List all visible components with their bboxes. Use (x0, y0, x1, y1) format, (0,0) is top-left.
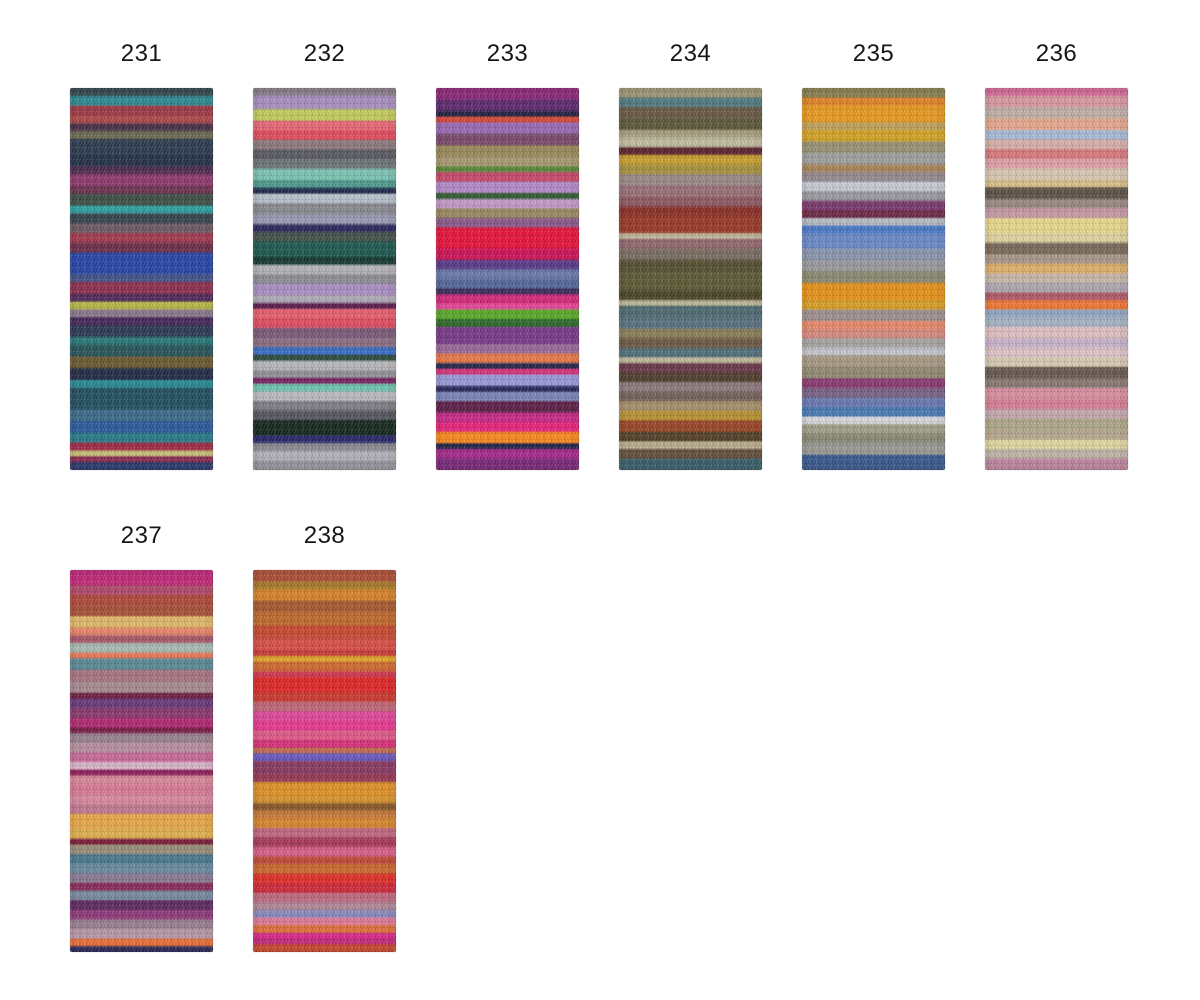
knit-texture-overlay (436, 88, 579, 470)
yarn-swatch (253, 570, 396, 952)
colorway-number: 237 (120, 522, 163, 549)
colorway-number: 232 (303, 40, 346, 67)
colorway-number: 231 (120, 40, 163, 67)
colorway-number: 233 (486, 40, 529, 67)
yarn-swatch (436, 88, 579, 470)
yarn-swatch (619, 88, 762, 470)
colorway-number: 235 (852, 40, 895, 67)
knit-texture-overlay (619, 88, 762, 470)
knit-texture-overlay (253, 570, 396, 952)
colorway-number: 236 (1035, 40, 1078, 67)
colorway-number: 238 (303, 522, 346, 549)
yarn-swatch (802, 88, 945, 470)
yarn-swatch (985, 88, 1128, 470)
knit-texture-overlay (985, 88, 1128, 470)
knit-texture-overlay (253, 88, 396, 470)
yarn-swatch (70, 88, 213, 470)
knit-texture-overlay (70, 88, 213, 470)
knit-texture-overlay (70, 570, 213, 952)
knit-texture-overlay (802, 88, 945, 470)
colorway-number: 234 (669, 40, 712, 67)
yarn-swatch (70, 570, 213, 952)
yarn-swatch (253, 88, 396, 470)
